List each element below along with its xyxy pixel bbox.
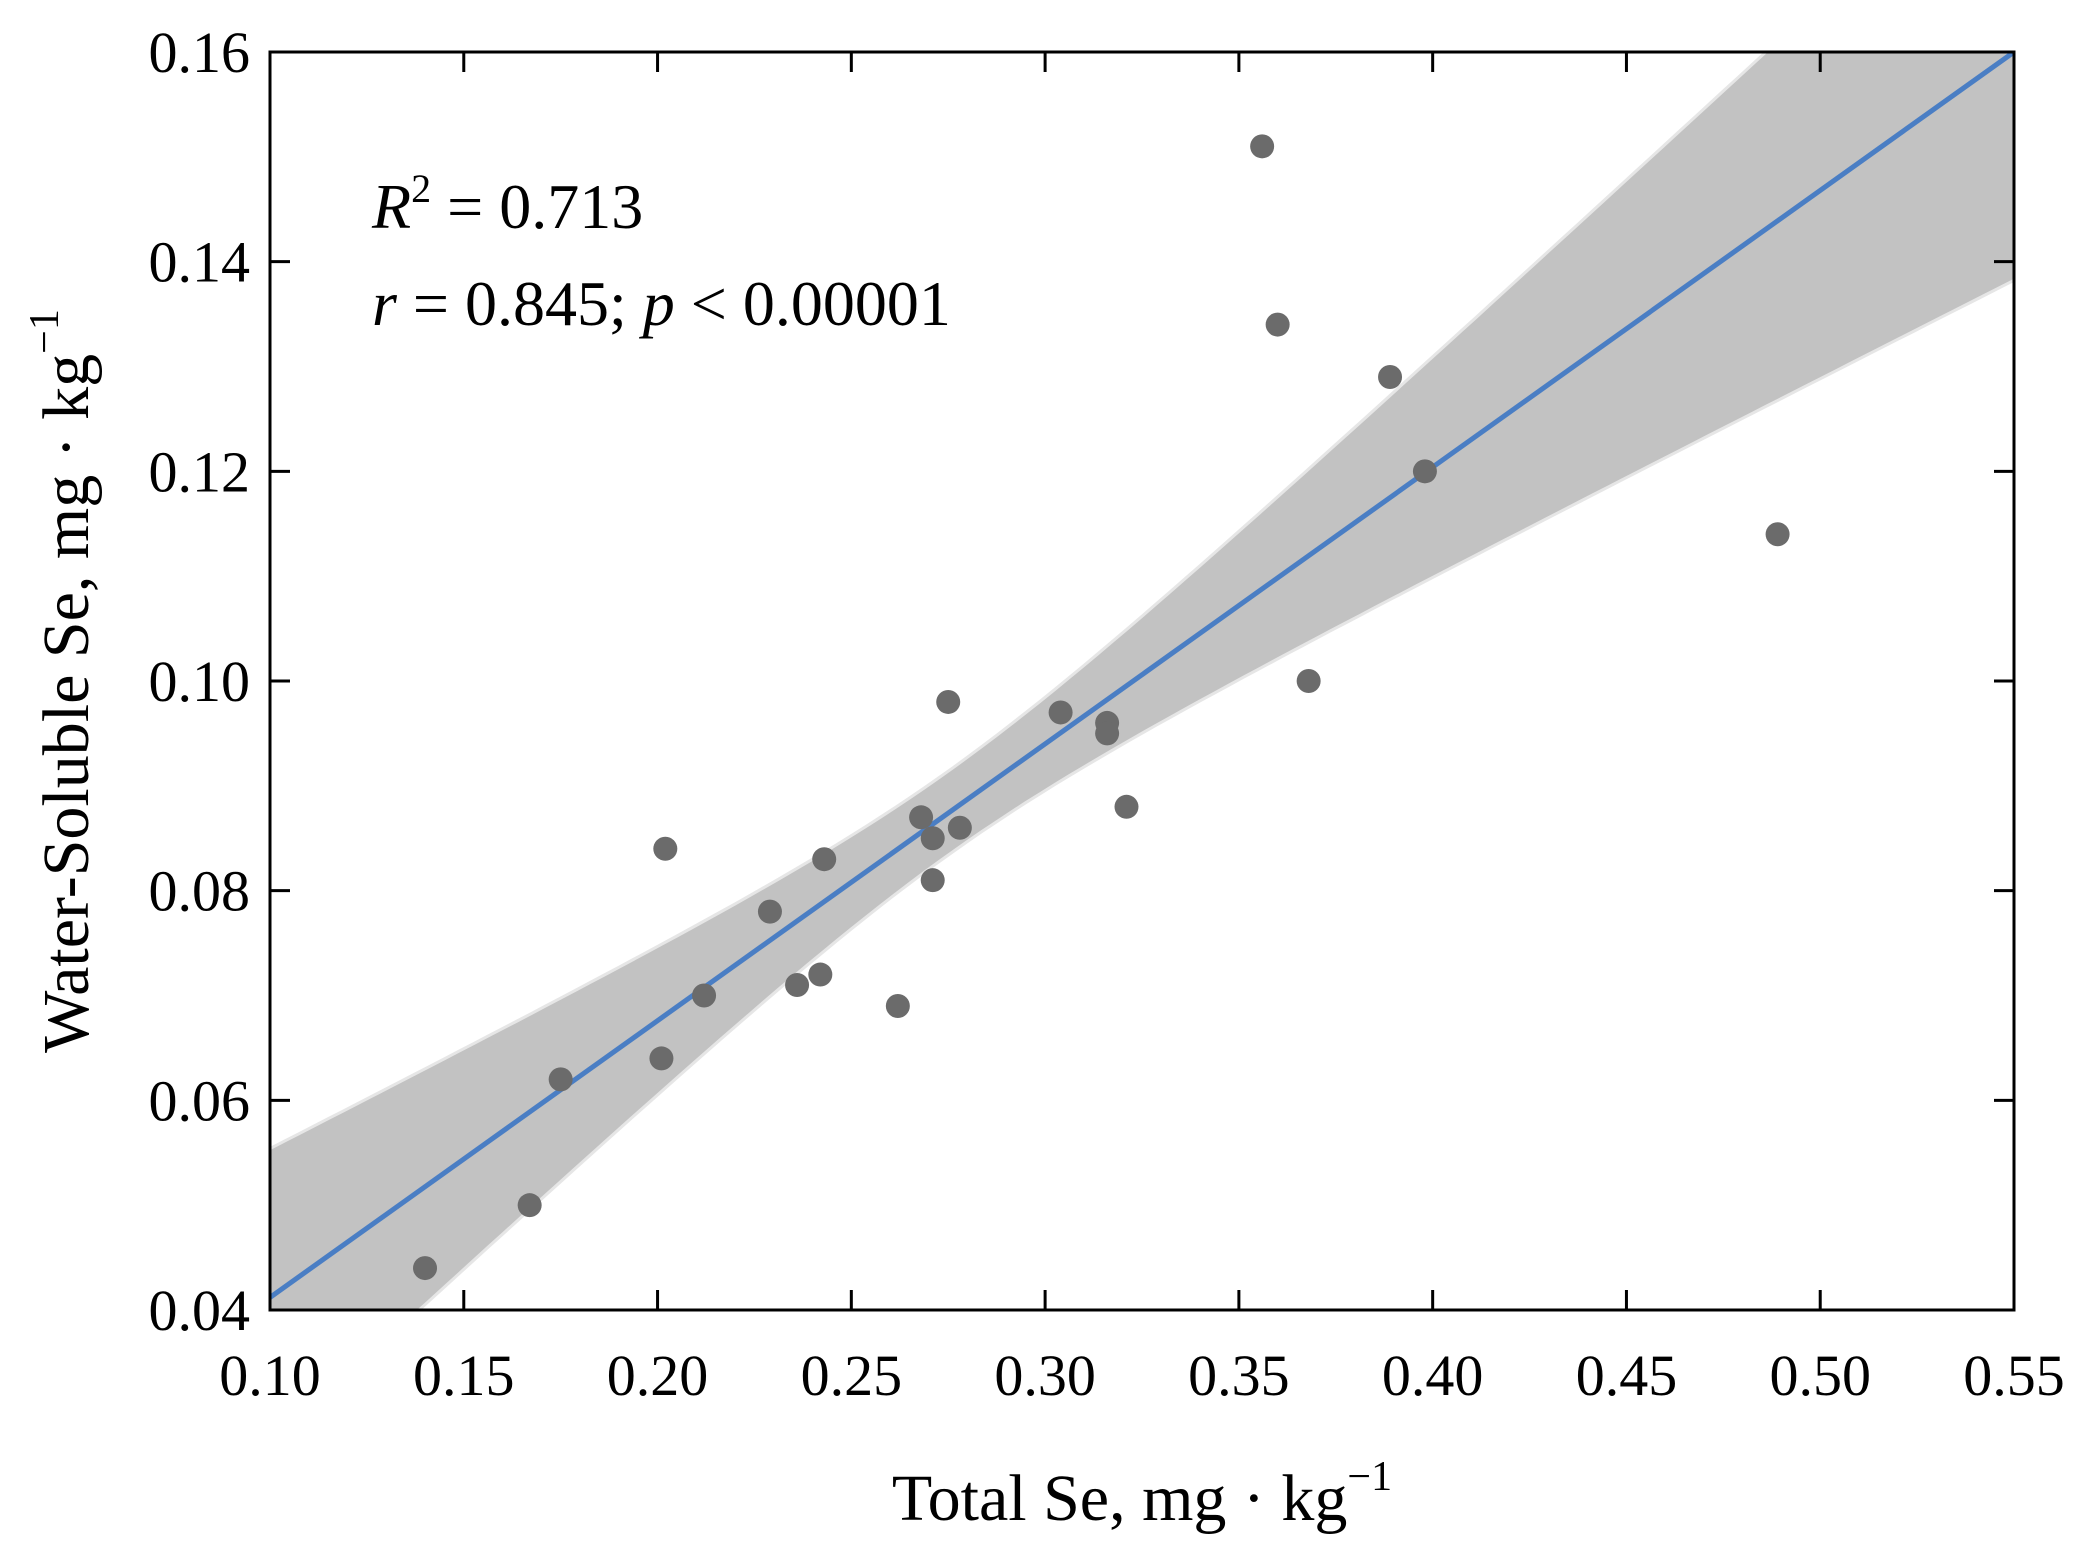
data-point: [653, 836, 678, 861]
y-tick-label: 0.10: [149, 649, 251, 714]
data-point: [548, 1067, 573, 1092]
data-point: [909, 805, 934, 830]
y-tick-label: 0.04: [149, 1278, 251, 1343]
data-point: [692, 983, 717, 1008]
data-point: [1378, 364, 1403, 389]
x-tick-label: 0.45: [1576, 1343, 1678, 1408]
x-tick-labels: 0.10 0.15 0.20 0.25 0.30 0.35 0.40 0.45 0.50 0.55: [219, 1343, 2065, 1408]
data-point: [413, 1256, 438, 1281]
data-point: [936, 689, 961, 714]
x-tick-label: 0.35: [1188, 1343, 1290, 1408]
data-points: [413, 134, 1790, 1281]
x-tick-label: 0.40: [1382, 1343, 1484, 1408]
y-tick-label: 0.16: [149, 20, 251, 85]
y-tick-label: 0.08: [149, 859, 251, 924]
correlation-annotation: r = 0.845; p < 0.00001: [372, 268, 951, 339]
data-point: [1296, 669, 1321, 693]
data-point: [947, 815, 972, 840]
data-point: [517, 1193, 542, 1218]
data-point: [1095, 721, 1120, 746]
x-tick-label: 0.50: [1769, 1343, 1871, 1408]
data-point: [808, 962, 833, 987]
data-point: [1765, 522, 1790, 547]
axis-ticks: [268, 50, 2016, 1312]
y-tick-label: 0.06: [149, 1068, 251, 1133]
y-tick-labels: 0.04 0.06 0.08 0.10 0.12 0.14 0.16: [149, 20, 251, 1343]
x-tick-label: 0.25: [801, 1343, 903, 1408]
data-point: [1114, 794, 1139, 819]
data-point: [757, 899, 782, 924]
data-point: [1412, 459, 1437, 484]
data-point: [785, 973, 810, 998]
data-point: [1265, 312, 1290, 337]
x-tick-label: 0.15: [413, 1343, 515, 1408]
data-point: [1048, 700, 1073, 725]
y-tick-label: 0.12: [149, 439, 251, 504]
x-tick-label: 0.10: [219, 1343, 321, 1408]
x-tick-label: 0.30: [994, 1343, 1096, 1408]
data-point: [649, 1046, 674, 1071]
x-tick-label: 0.55: [1963, 1343, 2065, 1408]
data-point: [812, 847, 837, 872]
data-point: [920, 868, 945, 893]
x-axis-title: Total Se, mg · kg−1: [892, 1454, 1392, 1535]
data-point: [1250, 134, 1275, 159]
y-tick-label: 0.14: [149, 230, 251, 295]
data-point: [885, 993, 910, 1018]
data-point: [920, 826, 945, 851]
r-squared-annotation: R2 = 0.713: [371, 166, 643, 242]
y-axis-title: Water-Soluble Se, mg · kg−1: [22, 309, 103, 1053]
x-tick-label: 0.20: [607, 1343, 709, 1408]
